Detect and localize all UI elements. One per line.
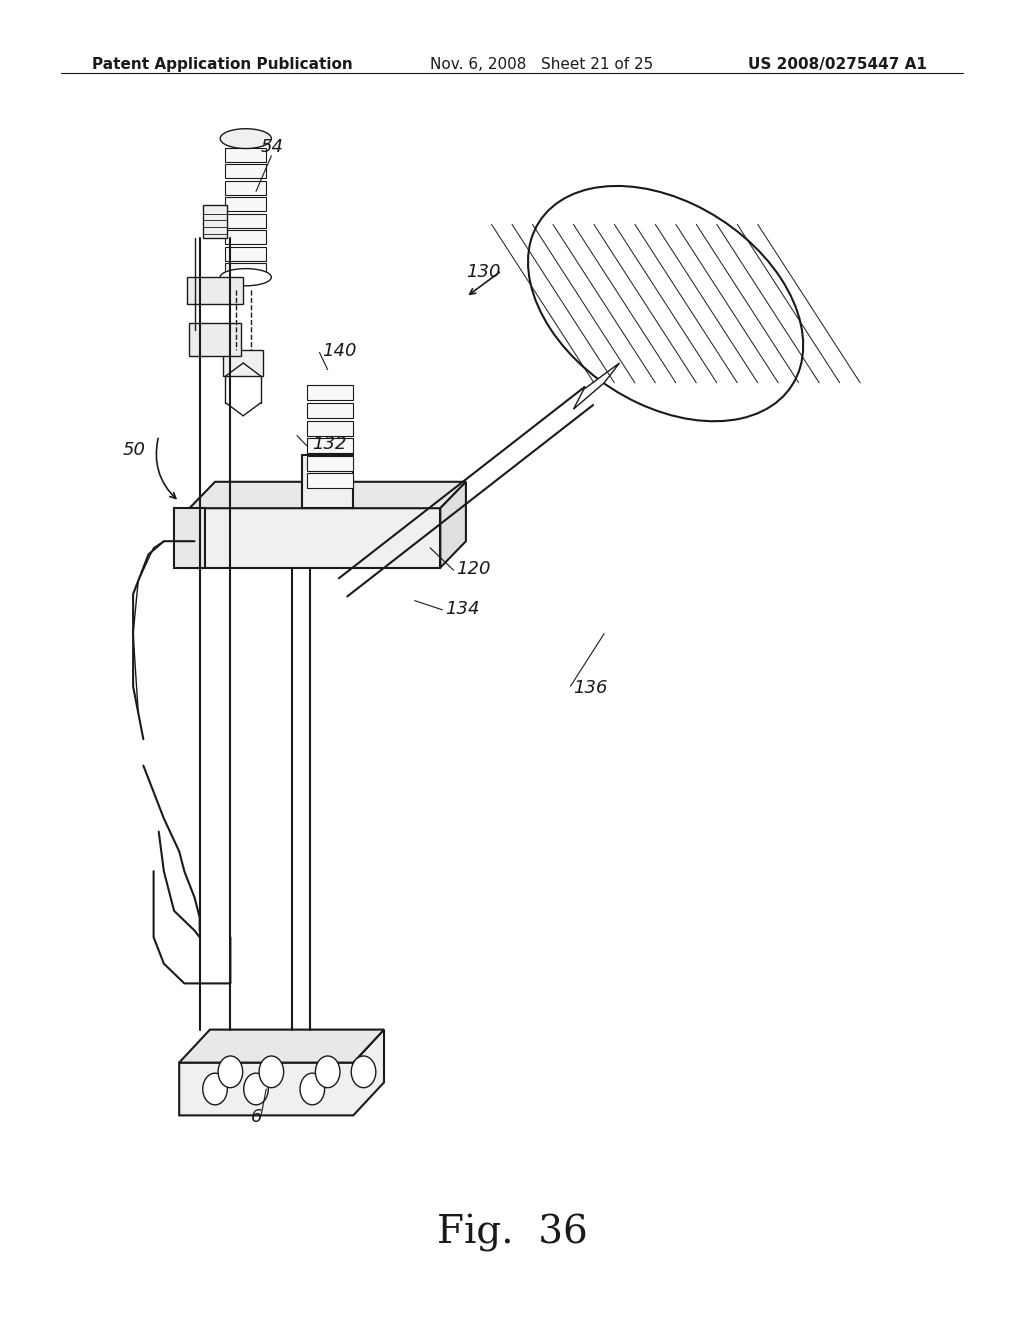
Ellipse shape: [220, 269, 271, 286]
Polygon shape: [189, 482, 466, 508]
Text: US 2008/0275447 A1: US 2008/0275447 A1: [748, 57, 927, 71]
Text: Patent Application Publication: Patent Application Publication: [92, 57, 353, 71]
Polygon shape: [225, 148, 266, 161]
Circle shape: [218, 1056, 243, 1088]
Polygon shape: [307, 421, 353, 436]
Circle shape: [351, 1056, 376, 1088]
Ellipse shape: [528, 186, 803, 421]
Polygon shape: [225, 165, 266, 178]
Text: 132: 132: [312, 434, 347, 453]
Circle shape: [300, 1073, 325, 1105]
Text: 140: 140: [323, 342, 357, 360]
Polygon shape: [440, 482, 466, 568]
Polygon shape: [189, 323, 241, 356]
Text: 134: 134: [445, 599, 480, 618]
Text: 130: 130: [466, 263, 501, 281]
Text: Fig.  36: Fig. 36: [436, 1214, 588, 1253]
Polygon shape: [225, 247, 266, 261]
Polygon shape: [225, 230, 266, 244]
Text: 120: 120: [456, 560, 490, 578]
Text: Nov. 6, 2008   Sheet 21 of 25: Nov. 6, 2008 Sheet 21 of 25: [430, 57, 653, 71]
Ellipse shape: [220, 128, 271, 149]
Polygon shape: [307, 438, 353, 453]
Polygon shape: [307, 455, 353, 471]
Polygon shape: [302, 455, 353, 508]
Polygon shape: [307, 385, 353, 400]
Circle shape: [259, 1056, 284, 1088]
Polygon shape: [189, 508, 440, 568]
Polygon shape: [179, 1030, 384, 1115]
Text: 54: 54: [261, 137, 284, 156]
Circle shape: [244, 1073, 268, 1105]
Text: 6: 6: [251, 1107, 262, 1126]
Polygon shape: [225, 263, 266, 277]
Polygon shape: [225, 181, 266, 195]
Polygon shape: [573, 363, 620, 409]
Polygon shape: [203, 205, 227, 238]
Text: 136: 136: [573, 678, 608, 697]
Polygon shape: [179, 1030, 384, 1063]
Circle shape: [203, 1073, 227, 1105]
Polygon shape: [223, 350, 263, 376]
Polygon shape: [307, 403, 353, 418]
Polygon shape: [307, 474, 353, 488]
Polygon shape: [225, 197, 266, 211]
Circle shape: [315, 1056, 340, 1088]
Polygon shape: [174, 508, 205, 568]
Polygon shape: [187, 277, 243, 304]
Text: 50: 50: [123, 441, 145, 459]
Polygon shape: [225, 214, 266, 227]
